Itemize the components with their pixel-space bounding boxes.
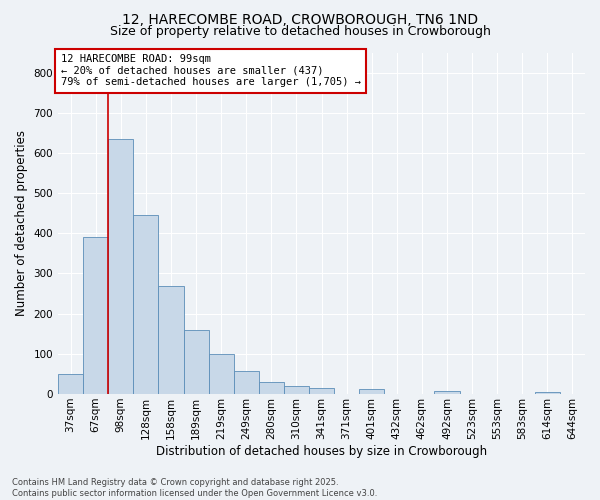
Text: 12, HARECOMBE ROAD, CROWBOROUGH, TN6 1ND: 12, HARECOMBE ROAD, CROWBOROUGH, TN6 1ND <box>122 12 478 26</box>
Bar <box>535 392 560 394</box>
Bar <box>309 388 334 394</box>
Bar <box>83 238 108 394</box>
Bar <box>209 354 233 394</box>
Bar <box>158 286 184 394</box>
Bar <box>184 330 209 394</box>
Text: Contains HM Land Registry data © Crown copyright and database right 2025.
Contai: Contains HM Land Registry data © Crown c… <box>12 478 377 498</box>
Bar <box>359 389 384 394</box>
Text: 12 HARECOMBE ROAD: 99sqm
← 20% of detached houses are smaller (437)
79% of semi-: 12 HARECOMBE ROAD: 99sqm ← 20% of detach… <box>61 54 361 88</box>
Bar <box>434 391 460 394</box>
Text: Size of property relative to detached houses in Crowborough: Size of property relative to detached ho… <box>110 25 490 38</box>
Y-axis label: Number of detached properties: Number of detached properties <box>15 130 28 316</box>
Bar <box>284 386 309 394</box>
X-axis label: Distribution of detached houses by size in Crowborough: Distribution of detached houses by size … <box>156 444 487 458</box>
Bar <box>108 139 133 394</box>
Bar <box>233 371 259 394</box>
Bar <box>133 215 158 394</box>
Bar <box>259 382 284 394</box>
Bar <box>58 374 83 394</box>
